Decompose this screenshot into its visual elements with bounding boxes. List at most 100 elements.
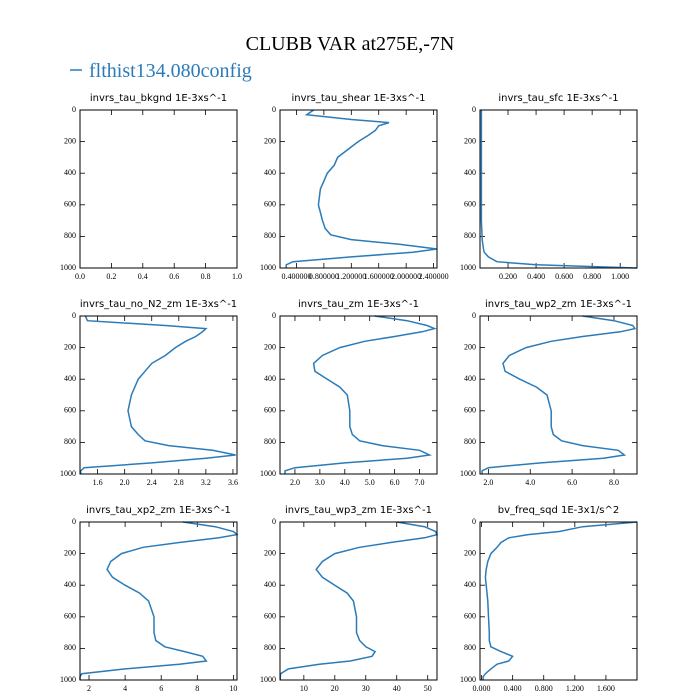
y-tick-label: 1000 [460, 469, 476, 478]
x-tick-label: 2.0 [290, 478, 300, 487]
x-tick-label: 2.0 [483, 478, 493, 487]
y-tick-label: 0 [472, 105, 476, 114]
plot-frame [479, 109, 638, 269]
x-tick-label: 4 [123, 684, 127, 693]
x-tick-label: 20 [331, 684, 339, 693]
plot-frame [279, 521, 438, 681]
y-tick-label: 200 [464, 342, 476, 351]
panel: invrs_tau_bkgnd 1E-3xs^-1 0 200 400 600 800 10… [60, 93, 242, 281]
x-tick-label: 2.8 [174, 478, 184, 487]
panel-title: invrs_tau_xp2_zm 1E-3xs^-1 [86, 505, 231, 516]
y-tick-label: 200 [264, 136, 276, 145]
panel: invrs_tau_zm 1E-3xs^-1 0 200 400 600 800 1000 2… [260, 299, 438, 487]
plot-frame [79, 521, 238, 681]
profile-line [279, 521, 439, 680]
y-tick-label: 600 [464, 200, 476, 209]
x-tick-label: 0.400 [504, 684, 522, 693]
plot-frame [79, 109, 238, 269]
plot-frame [479, 521, 638, 681]
x-tick-label: 1.200 [566, 684, 584, 693]
panel: bv_freq_sqd 1E-3x1/s^2020040060080010000… [460, 505, 638, 693]
x-tick-label: 2 [87, 684, 91, 693]
x-tick-label: 6 [159, 684, 163, 693]
y-tick-label: 800 [264, 437, 276, 446]
figure-title: CLUBB VAR at275E,-7N [246, 33, 455, 55]
y-tick-label: 1000 [260, 469, 276, 478]
x-tick-label: 0.8 [201, 272, 211, 281]
y-tick-label: 0 [272, 517, 276, 526]
panel: invrs_tau_xp2_zm 1E-3xs^-1 0 200 400 600 800 1… [60, 505, 239, 693]
y-tick-label: 1000 [260, 263, 276, 272]
y-tick-label: 1000 [60, 469, 76, 478]
y-tick-label: 800 [264, 643, 276, 652]
y-tick-label: 600 [264, 406, 276, 415]
y-tick-label: 200 [264, 548, 276, 557]
y-tick-label: 0 [72, 105, 76, 114]
y-tick-label: 800 [64, 231, 76, 240]
profile-line [284, 315, 437, 474]
panel-title: invrs_tau_zm 1E-3xs^-1 [298, 299, 419, 310]
y-tick-label: 200 [464, 548, 476, 557]
y-tick-label: 600 [464, 612, 476, 621]
x-tick-label: 30 [362, 684, 370, 693]
x-tick-label: 4.0 [525, 478, 535, 487]
y-tick-label: 800 [464, 437, 476, 446]
x-tick-label: 3.0 [315, 478, 325, 487]
panel-title: invrs_tau_sfc 1E-3xs^-1 [498, 93, 618, 104]
x-tick-label: 0.000 [473, 684, 491, 693]
x-tick-label: 2.000000 [391, 272, 421, 281]
x-tick-label: 7.0 [415, 478, 425, 487]
y-tick-label: 400 [64, 374, 76, 383]
x-tick-label: 4.0 [340, 478, 350, 487]
x-tick-label: 0.600 [555, 272, 573, 281]
y-tick-label: 200 [464, 136, 476, 145]
y-tick-label: 0 [272, 105, 276, 114]
panel-title: invrs_tau_shear 1E-3xs^-1 [292, 93, 426, 104]
x-tick-label: 1.000 [611, 272, 629, 281]
profile-line [481, 315, 637, 474]
x-tick-label: 6.0 [567, 478, 577, 487]
y-tick-label: 0 [272, 311, 276, 320]
x-tick-label: 1.6 [93, 478, 103, 487]
y-tick-label: 800 [64, 643, 76, 652]
y-tick-label: 1000 [460, 263, 476, 272]
plot-frame [279, 315, 438, 475]
y-tick-label: 0 [472, 311, 476, 320]
plot-frame [79, 315, 238, 475]
x-tick-label: 1.600000 [364, 272, 394, 281]
profile-line [79, 315, 236, 474]
y-tick-label: 200 [64, 136, 76, 145]
y-tick-label: 200 [64, 548, 76, 557]
x-tick-label: 8 [195, 684, 199, 693]
x-tick-label: 8.0 [609, 478, 619, 487]
y-tick-label: 400 [64, 580, 76, 589]
panel: invrs_tau_no_N2_zm 1E-3xs^-1 0 200 400 600 80… [60, 299, 238, 487]
y-tick-label: 0 [72, 517, 76, 526]
y-tick-label: 1000 [60, 675, 76, 684]
x-tick-label: 2.4 [147, 478, 157, 487]
panel: invrs_tau_sfc 1E-3xs^-1 0 200 400 600 800 1000… [460, 93, 638, 281]
x-tick-label: 5.0 [365, 478, 375, 487]
panel-title: invrs_tau_wp2_zm 1E-3xs^-1 [485, 299, 632, 310]
y-tick-label: 600 [64, 612, 76, 621]
panel-title: bv_freq_sqd 1E-3x1/s^2 [498, 505, 620, 516]
y-tick-label: 600 [64, 200, 76, 209]
x-tick-label: 0.800 [583, 272, 601, 281]
profile-line [482, 521, 638, 680]
x-tick-label: 3.2 [201, 478, 211, 487]
y-tick-label: 200 [264, 342, 276, 351]
panel: invrs_tau_wp3_zm 1E-3xs^-1 0 200 400 600 800 1… [260, 505, 439, 693]
legend-label: flthist134.080config [89, 60, 252, 82]
y-tick-label: 800 [264, 231, 276, 240]
y-tick-label: 0 [72, 311, 76, 320]
plot-frame [479, 315, 638, 475]
y-tick-label: 200 [64, 342, 76, 351]
x-tick-label: 0.200 [499, 272, 517, 281]
y-tick-label: 400 [264, 168, 276, 177]
panel-title: invrs_tau_bkgnd 1E-3xs^-1 [90, 93, 227, 104]
y-tick-label: 400 [64, 168, 76, 177]
x-tick-label: 1.200000 [336, 272, 366, 281]
x-tick-label: 2.400000 [419, 272, 449, 281]
